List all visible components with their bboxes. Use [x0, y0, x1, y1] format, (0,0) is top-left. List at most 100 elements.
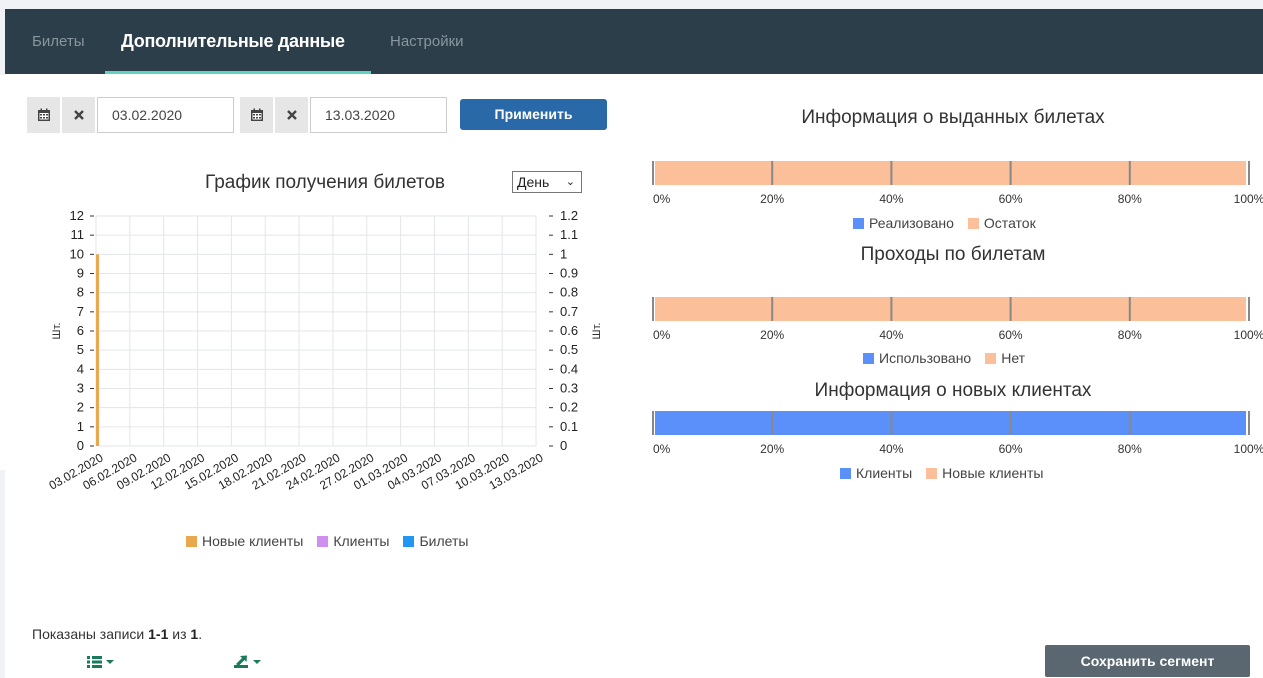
- y-right-tick-label: 0: [560, 438, 567, 453]
- legend-swatch: [317, 535, 329, 547]
- x-tick-label: 0%: [653, 192, 671, 206]
- y-tick-label: 5: [77, 342, 84, 357]
- save-segment-button[interactable]: Сохранить сегмент: [1045, 645, 1250, 677]
- y-tick-label: 9: [77, 266, 84, 281]
- records-suffix: .: [198, 626, 203, 642]
- y-tick-label: 8: [77, 285, 84, 300]
- legend-label: Новые клиенты: [942, 465, 1044, 481]
- legend-label: Остаток: [983, 215, 1036, 231]
- x-tick-label: 60%: [999, 192, 1023, 206]
- y-tick-label: 2: [77, 400, 84, 415]
- legend-swatch: [853, 217, 864, 229]
- legend-swatch: [840, 467, 851, 479]
- clear-to-button[interactable]: [275, 97, 308, 133]
- legend-swatch: [403, 535, 415, 547]
- x-tick-label: 100%: [1234, 442, 1263, 456]
- bar: [96, 254, 99, 446]
- y-right-tick-label: 0.2: [560, 400, 578, 415]
- y-tick-label: 4: [77, 361, 84, 376]
- passes-legend: Использовано Нет: [863, 350, 1039, 366]
- date-from-input[interactable]: 03.02.2020: [97, 97, 234, 133]
- legend-swatch: [186, 535, 197, 547]
- period-select[interactable]: День ⌄: [512, 171, 582, 193]
- legend-item[interactable]: Новые клиенты: [926, 465, 1043, 481]
- list-icon: [87, 656, 114, 668]
- y-right-axis-title: Шт.: [591, 323, 603, 340]
- tickets-chart: 012345678910111200.10.20.30.40.50.60.70.…: [46, 208, 603, 493]
- x-tick-label: 60%: [999, 328, 1023, 342]
- x-tick-label: 80%: [1118, 328, 1142, 342]
- close-icon: [286, 110, 297, 120]
- x-tick-label: 40%: [879, 192, 903, 206]
- x-tick-label: 100%: [1234, 192, 1263, 206]
- stacked-bar-segment: [655, 161, 1246, 185]
- legend-item[interactable]: Клиенты: [840, 465, 912, 481]
- y-tick-label: 0: [77, 438, 84, 453]
- records-prefix: Показаны записи: [32, 626, 149, 642]
- chevron-down-icon: ⌄: [565, 176, 575, 188]
- legend-label: Использовано: [879, 350, 972, 366]
- x-tick-label: 20%: [760, 442, 784, 456]
- calendar-to-button[interactable]: [240, 97, 273, 133]
- legend-item[interactable]: Билеты: [403, 533, 468, 549]
- y-right-tick-label: 0.9: [560, 266, 578, 281]
- active-tab-indicator: [105, 71, 371, 74]
- y-right-tick-label: 0.7: [560, 304, 578, 319]
- export-icon: [234, 655, 261, 668]
- columns-menu-button[interactable]: [87, 655, 117, 672]
- apply-button[interactable]: Применить: [460, 99, 607, 130]
- y-right-tick-label: 0.1: [560, 419, 578, 434]
- y-right-tick-label: 0.5: [560, 342, 578, 357]
- x-tick-label: 0%: [653, 442, 671, 456]
- x-tick-label: 60%: [999, 442, 1023, 456]
- legend-item[interactable]: Клиенты: [317, 533, 389, 549]
- new-clients-title: Информация о новых клиентах: [814, 380, 1092, 401]
- tab-additional-data[interactable]: Дополнительные данные: [121, 31, 345, 51]
- clear-from-button[interactable]: [62, 97, 95, 133]
- calendar-from-button[interactable]: [27, 97, 60, 133]
- x-tick-label: 0%: [653, 328, 671, 342]
- y-right-tick-label: 1: [560, 246, 567, 261]
- legend-swatch: [985, 352, 997, 364]
- y-tick-label: 1: [77, 419, 84, 434]
- x-tick-label: 20%: [760, 328, 784, 342]
- x-tick-label: 40%: [879, 328, 903, 342]
- left-chart-title: График получения билетов: [205, 172, 446, 193]
- top-nav: Билеты Дополнительные данные Настройки: [5, 9, 1263, 74]
- y-right-tick-label: 1.2: [560, 208, 578, 223]
- tab-settings[interactable]: Настройки: [390, 33, 464, 50]
- legend-label: Клиенты: [333, 533, 390, 549]
- x-tick-label: 80%: [1118, 192, 1142, 206]
- date-to-input[interactable]: 13.03.2020: [310, 97, 447, 133]
- legend-item[interactable]: Нет: [985, 350, 1025, 366]
- stacked-bar-segment: [655, 411, 1246, 435]
- records-total: 1: [190, 626, 199, 642]
- stacked-percent-charts: 0% 20% 40% 60% 80% 100% 0% 20% 40% 60% 80% 100% 0% 20…: [652, 161, 1263, 456]
- x-tick-label: 100%: [1234, 328, 1263, 342]
- y-tick-label: 11: [71, 227, 85, 242]
- y-right-tick-label: 1.1: [560, 227, 578, 242]
- legend-item[interactable]: Использовано: [863, 350, 971, 366]
- records-summary: Показаны записи 1-1 из 1.: [32, 626, 202, 642]
- calendar-icon: [250, 108, 263, 121]
- export-menu-button[interactable]: [234, 655, 264, 672]
- legend-label: Билеты: [419, 533, 469, 549]
- y-tick-label: 3: [77, 381, 84, 396]
- records-range: 1-1: [148, 626, 169, 642]
- legend-label: Новые клиенты: [202, 533, 304, 549]
- legend-swatch: [863, 352, 874, 364]
- passes-title: Проходы по билетам: [860, 244, 1046, 265]
- y-tick-label: 10: [70, 246, 84, 261]
- y-right-tick-label: 0.4: [560, 361, 578, 376]
- y-right-tick-label: 0.3: [560, 381, 578, 396]
- period-select-value: День: [517, 174, 550, 190]
- legend-item[interactable]: Остаток: [967, 215, 1036, 231]
- legend-swatch: [926, 467, 938, 479]
- issued-tickets-legend: Реализовано Остаток: [853, 215, 1050, 231]
- y-right-tick-label: 0.8: [560, 285, 578, 300]
- legend-item[interactable]: Новые клиенты: [186, 533, 303, 549]
- left-chart-legend: Новые клиенты Клиенты Билеты: [186, 533, 482, 549]
- tab-tickets[interactable]: Билеты: [32, 33, 85, 50]
- stacked-bar-segment: [655, 297, 1246, 321]
- legend-item[interactable]: Реализовано: [853, 215, 954, 231]
